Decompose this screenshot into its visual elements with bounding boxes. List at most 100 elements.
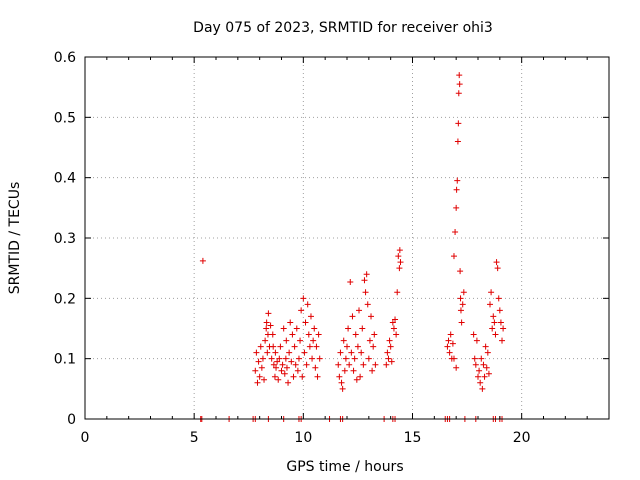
data-point: [457, 307, 464, 314]
data-point: [453, 204, 460, 211]
data-point: [447, 331, 454, 338]
data-point: [476, 367, 483, 374]
data-point: [356, 307, 363, 314]
data-point: [459, 301, 466, 308]
data-point: [282, 355, 289, 362]
data-point: [478, 355, 485, 362]
data-point: [499, 337, 506, 344]
y-tick-label: 0.5: [54, 110, 76, 126]
data-point: [348, 349, 355, 356]
data-point: [354, 343, 361, 350]
data-point: [283, 337, 290, 344]
data-point: [358, 349, 365, 356]
data-point: [262, 337, 269, 344]
data-point: [338, 379, 345, 386]
data-point: [453, 364, 460, 371]
data-point: [305, 331, 312, 338]
data-point: [446, 349, 453, 356]
data-point: [274, 358, 281, 365]
data-point: [450, 253, 457, 260]
data-point: [444, 343, 451, 350]
data-point: [393, 331, 400, 338]
data-point: [392, 316, 399, 323]
data-point: [259, 355, 266, 362]
data-point: [364, 301, 371, 308]
data-point: [314, 373, 321, 380]
data-point: [366, 337, 373, 344]
data-point: [254, 379, 261, 386]
data-point: [268, 355, 275, 362]
data-point: [488, 289, 495, 296]
data-point: [494, 265, 501, 272]
y-tick-label: 0.1: [54, 352, 76, 368]
data-point: [291, 343, 298, 350]
data-point: [298, 307, 305, 314]
data-point: [344, 343, 350, 350]
data-point: [290, 373, 297, 380]
data-point: [277, 343, 284, 350]
data-point: [477, 379, 484, 386]
data-point: [360, 361, 367, 368]
data-point: [445, 337, 452, 344]
data-point: [395, 253, 402, 260]
data-point: [449, 340, 456, 347]
data-point: [288, 358, 295, 365]
data-point: [491, 319, 498, 326]
data-point: [456, 72, 463, 79]
data-point: [289, 331, 296, 338]
data-point: [496, 307, 503, 314]
data-point: [370, 343, 377, 350]
data-point: [492, 331, 499, 338]
data-point: [483, 364, 490, 371]
data-point: [300, 295, 307, 302]
data-point: [359, 325, 366, 332]
chart-title: Day 075 of 2023, SRMTID for receiver ohi…: [193, 20, 493, 36]
data-point: [365, 355, 372, 362]
data-point: [292, 361, 299, 368]
data-point: [307, 313, 314, 320]
data-point: [390, 325, 397, 332]
data-point: [340, 337, 347, 344]
data-point: [484, 349, 491, 356]
data-point: [385, 355, 392, 362]
data-point: [273, 364, 280, 371]
data-point: [369, 367, 376, 374]
data-point: [353, 376, 360, 383]
data-point: [280, 325, 287, 332]
data-point: [475, 373, 481, 380]
data-point: [471, 355, 478, 362]
data-point: [389, 319, 396, 326]
data-point: [272, 349, 279, 356]
data-point: [495, 295, 502, 302]
data-point: [283, 364, 290, 371]
data-point: [458, 319, 465, 326]
data-point: [336, 373, 343, 380]
data-point: [264, 349, 271, 356]
data-point: [490, 313, 497, 320]
data-point: [252, 367, 259, 374]
data-point: [479, 385, 486, 392]
y-axis-label: SRMTID / TECUs: [7, 182, 23, 295]
data-point: [454, 138, 461, 145]
x-tick-label: 20: [513, 430, 531, 446]
data-point: [493, 259, 500, 266]
data-point: [346, 361, 353, 368]
data-point: [313, 343, 320, 350]
data-point: [457, 268, 464, 275]
data-point: [297, 337, 304, 344]
data-point: [480, 361, 487, 368]
data-point: [306, 343, 313, 350]
data-point: [257, 343, 264, 350]
data-point: [450, 355, 457, 362]
data-point: [285, 379, 292, 386]
data-points: [197, 72, 507, 422]
data-point: [397, 259, 404, 266]
data-point: [394, 289, 401, 296]
data-point: [455, 120, 462, 127]
data-point: [269, 331, 276, 338]
data-point: [500, 325, 507, 332]
data-point: [342, 355, 349, 362]
data-point: [384, 349, 391, 356]
data-point: [256, 373, 263, 380]
